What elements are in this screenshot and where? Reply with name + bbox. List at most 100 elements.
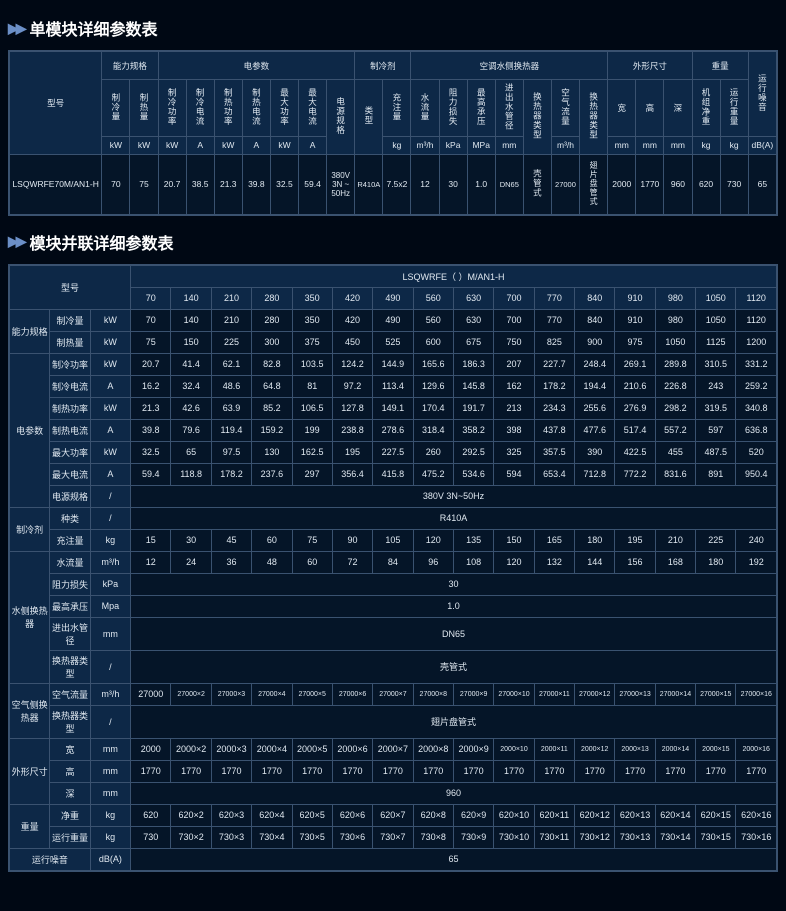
t2-unit: Mpa [90, 595, 130, 617]
t2-unit: mm [90, 738, 130, 760]
h-heatcur: 制热电流 [242, 80, 270, 137]
t2-val: 144 [575, 551, 615, 573]
t2-val: 27000 [131, 683, 171, 705]
t2-val: 103.5 [292, 353, 332, 375]
h-w: 宽 [608, 80, 636, 137]
t2-unit: kW [90, 441, 130, 463]
t2-val: 2000×6 [332, 738, 372, 760]
t2-model: 700 [494, 287, 534, 309]
t2-val: 1770 [575, 760, 615, 782]
table-row: 水侧换热器水流量m³/h1224364860728496108120132144… [10, 551, 777, 573]
t2-val: 620×6 [332, 804, 372, 826]
t2-val: 82.8 [252, 353, 292, 375]
t2-val: 135 [453, 529, 493, 551]
t2-val: 27000×16 [736, 683, 777, 705]
t2-val: 1770 [211, 760, 251, 782]
t2-val: 113.4 [373, 375, 413, 397]
d-ploss: 30 [439, 154, 467, 214]
h-maxcur: 最大电流 [299, 80, 327, 137]
t2-val: 16.2 [131, 375, 171, 397]
t2-param: 最大电流 [50, 463, 90, 485]
t2-val: 620×13 [615, 804, 655, 826]
u-mm: mm [664, 136, 692, 154]
t2-val: 276.9 [615, 397, 655, 419]
t2-param: 制冷电流 [50, 375, 90, 397]
t2-param: 制冷量 [50, 309, 90, 331]
t2-val: 1770 [696, 760, 736, 782]
t2-noise-unit: dB(A) [90, 848, 130, 870]
t2-val: 300 [252, 331, 292, 353]
t2-val: 191.7 [453, 397, 493, 419]
u-mm: mm [495, 136, 523, 154]
t2-val: 42.6 [171, 397, 211, 419]
d-coolcap: 70 [102, 154, 130, 214]
t2-val: 310.5 [696, 353, 736, 375]
t2-val: 63.9 [211, 397, 251, 419]
t2-param: 运行重量 [50, 826, 90, 848]
t2-val: 475.2 [413, 463, 453, 485]
t2-unit: mm [90, 760, 130, 782]
h-noise: 运行噪音 [748, 52, 776, 137]
arrows-icon: ▶▶ [8, 233, 24, 250]
t2-val: 127.8 [332, 397, 372, 419]
t2-val: 48 [252, 551, 292, 573]
t2-val: 980 [655, 309, 695, 331]
t2-val: 210 [655, 529, 695, 551]
t2-span: 30 [131, 573, 777, 595]
table-row: 电源规格/380V 3N~50Hz [10, 485, 777, 507]
t2-val: 65 [171, 441, 211, 463]
t2-param: 制热功率 [50, 397, 90, 419]
u-kg: kg [720, 136, 748, 154]
t2-val: 1770 [292, 760, 332, 782]
t2-val: 730×9 [453, 826, 493, 848]
d-airflow: 27000 [551, 154, 579, 214]
t2-val: 1770 [171, 760, 211, 782]
t2-val: 27000×6 [332, 683, 372, 705]
t2-unit: mm [90, 617, 130, 650]
d-wflow: 12 [411, 154, 439, 214]
h-coolpow: 制冷功率 [158, 80, 186, 137]
t2-val: 1050 [696, 309, 736, 331]
t2-val: 891 [696, 463, 736, 485]
t2-val: 730×13 [615, 826, 655, 848]
t2-val: 178.2 [211, 463, 251, 485]
t2-val: 132 [534, 551, 574, 573]
t2-val: 1770 [453, 760, 493, 782]
t2-val: 455 [655, 441, 695, 463]
t2-val: 207 [494, 353, 534, 375]
t2-val: 2000×5 [292, 738, 332, 760]
u-kw: kW [102, 136, 130, 154]
t2-val: 358.2 [453, 419, 493, 441]
t2-val: 226.8 [655, 375, 695, 397]
t2-unit: mm [90, 782, 130, 804]
t2-val: 557.2 [655, 419, 695, 441]
t2-val: 910 [615, 309, 655, 331]
t2-val: 27000×10 [494, 683, 534, 705]
t2-val: 594 [494, 463, 534, 485]
t2-model: 630 [453, 287, 493, 309]
t2-val: 269.1 [615, 353, 655, 375]
t2-model: 770 [534, 287, 574, 309]
t2-model: 490 [373, 287, 413, 309]
table-row: 制冷电流A16.232.448.664.88197.2113.4129.6145… [10, 375, 777, 397]
section2-title: ▶▶ 模块并联详细参数表 [8, 230, 778, 254]
h-coolcap: 制冷量 [102, 80, 130, 137]
d-d: 960 [664, 154, 692, 214]
t2-val: 124.2 [332, 353, 372, 375]
t2-val: 170.4 [413, 397, 453, 419]
u-kpa: kPa [439, 136, 467, 154]
t2-val: 150 [494, 529, 534, 551]
t2-param: 净重 [50, 804, 90, 826]
t2-val: 90 [332, 529, 372, 551]
d-maxpow: 32.5 [270, 154, 298, 214]
t2-val: 15 [131, 529, 171, 551]
t2-val: 292.5 [453, 441, 493, 463]
t2-val: 390 [575, 441, 615, 463]
t2-val: 259.2 [736, 375, 777, 397]
table-row: 外形尺寸宽mm20002000×22000×32000×42000×52000×… [10, 738, 777, 760]
t2-val: 1050 [655, 331, 695, 353]
t2-param: 电源规格 [50, 485, 90, 507]
t2-val: 620×4 [252, 804, 292, 826]
t2-val: 975 [615, 331, 655, 353]
t2-val: 85.2 [252, 397, 292, 419]
